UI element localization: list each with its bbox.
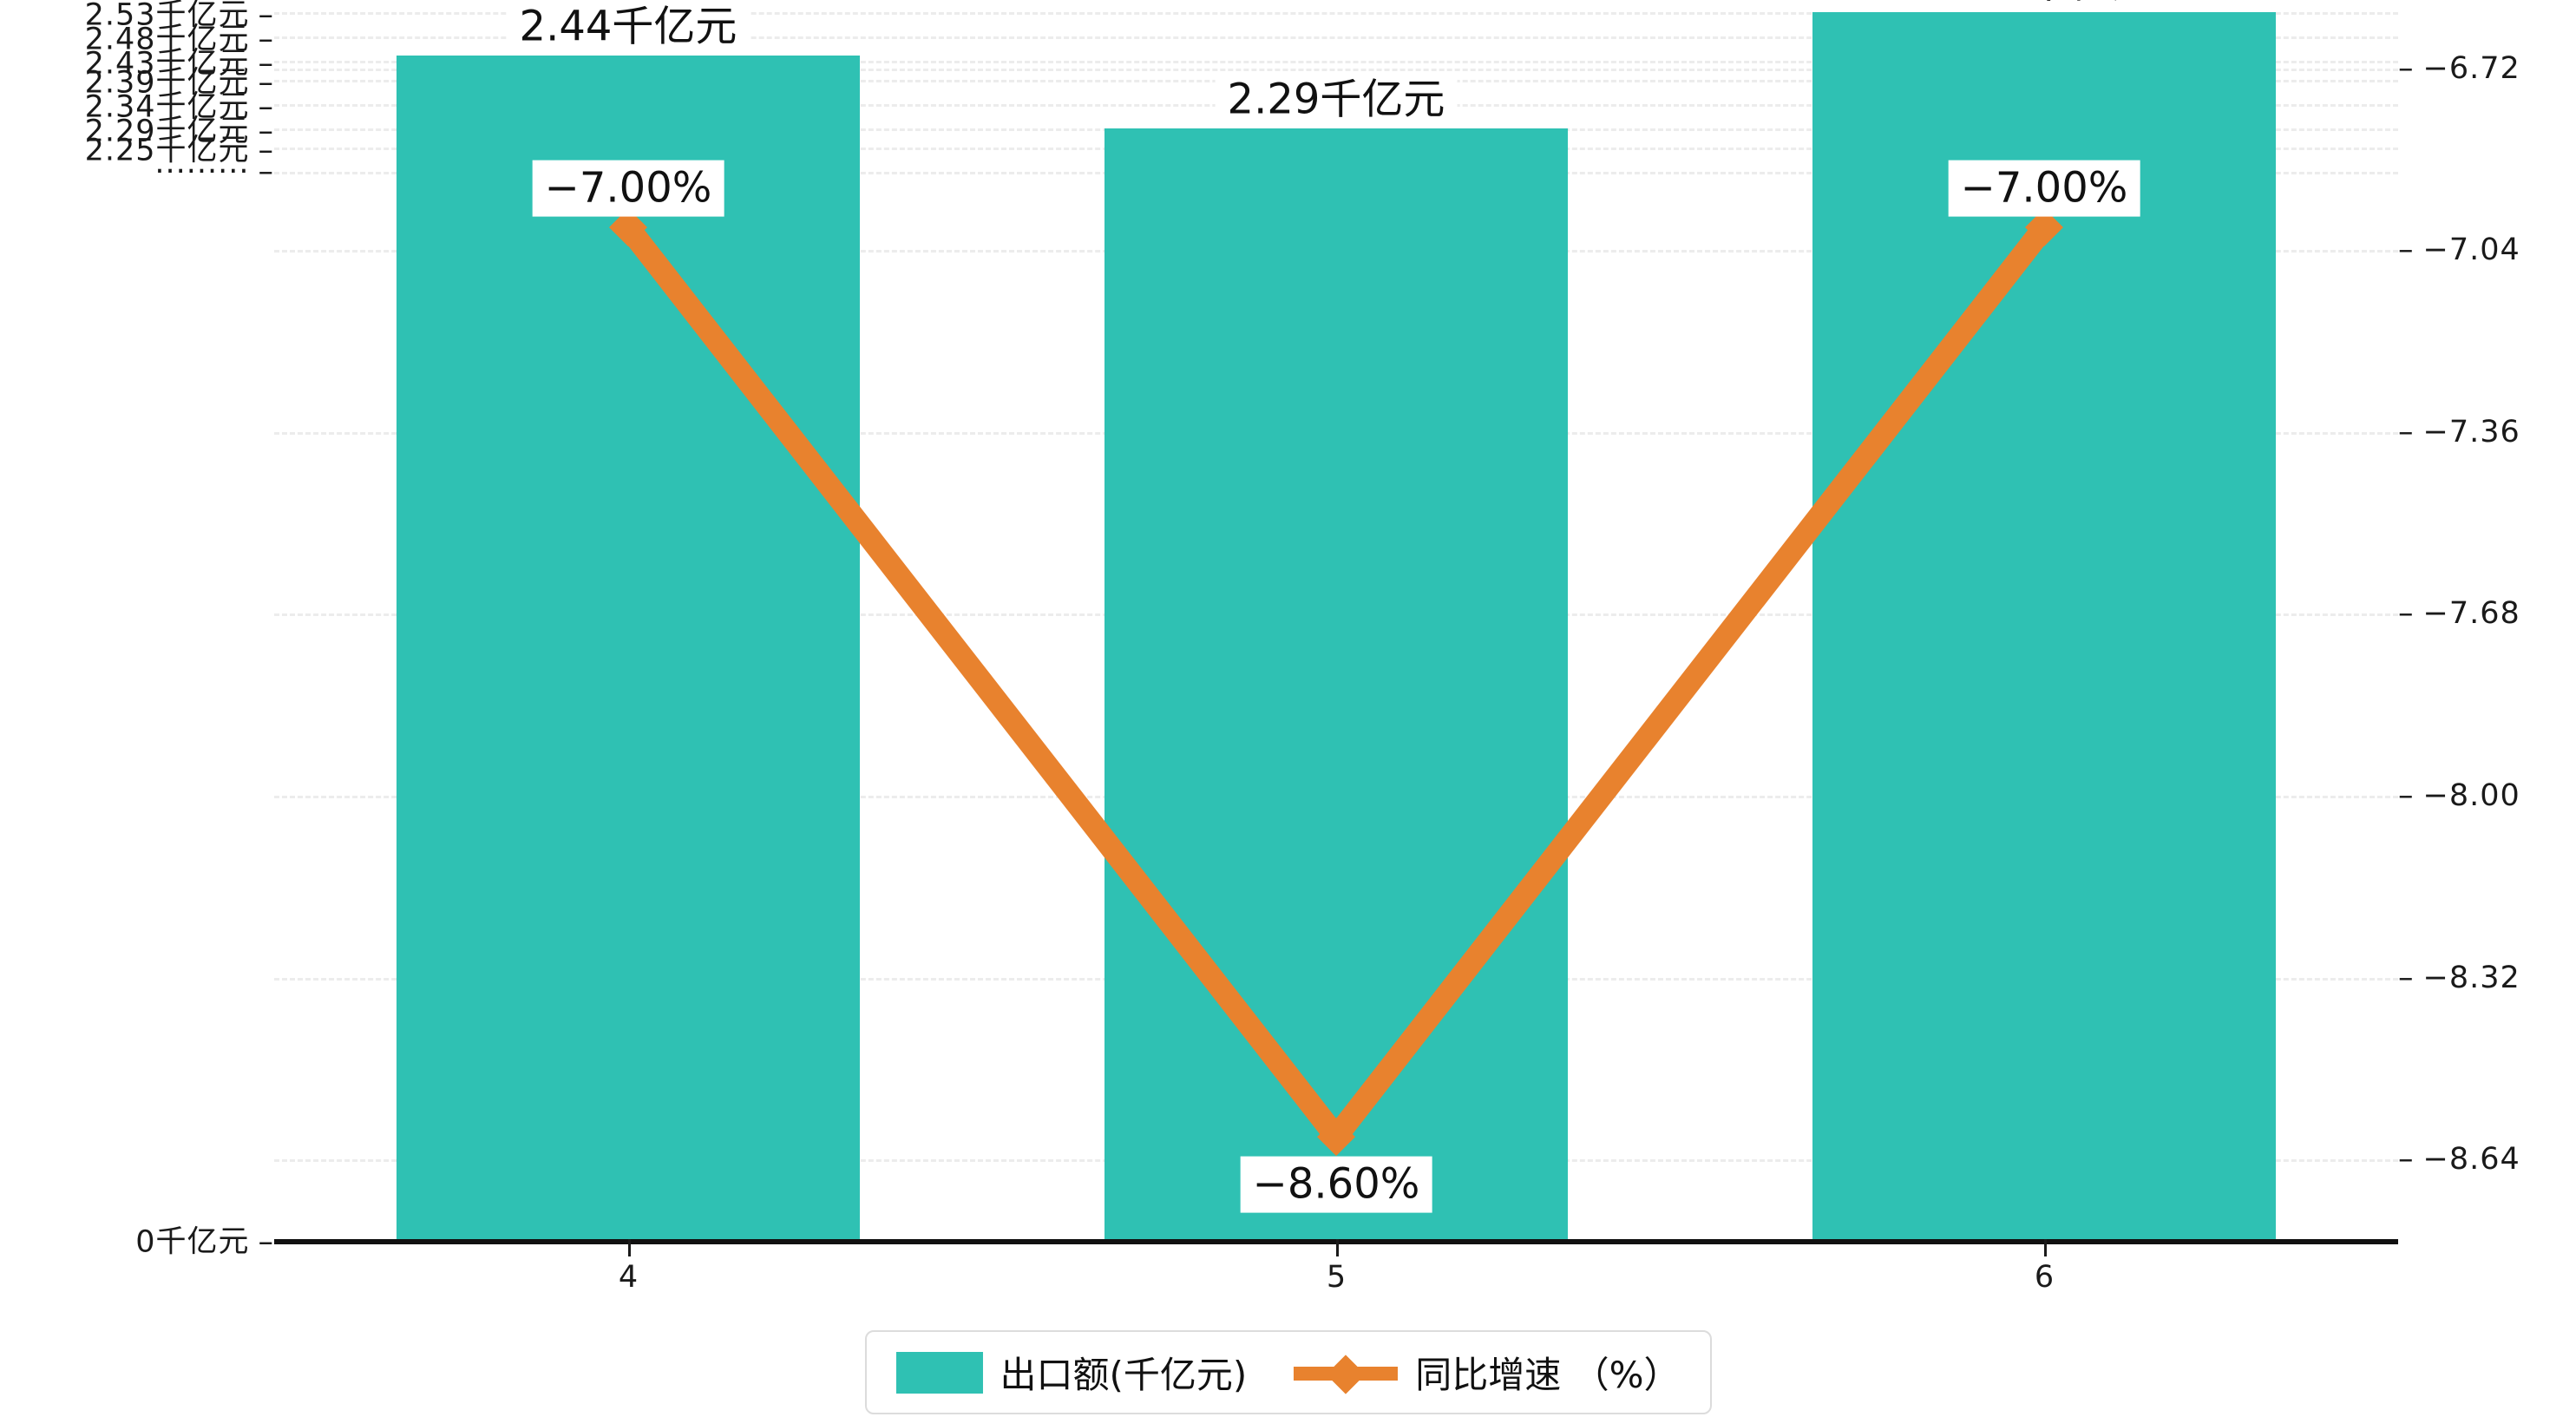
y-axis-right-tick-label: – −7.04	[2398, 233, 2520, 268]
y-axis-left-tick-label: 2.53千亿元 –	[84, 0, 274, 33]
bar	[396, 56, 861, 1239]
chart-legend[interactable]: 出口额(千亿元) 同比增速 （%）	[864, 1330, 1712, 1414]
y-axis-left-tick-label: 0千亿元 –	[135, 1224, 274, 1260]
x-axis-tick-mark	[1336, 1239, 1339, 1256]
bar-swatch-icon	[895, 1351, 983, 1394]
gridline	[274, 68, 2398, 71]
y-axis-right-tick-label: – −8.00	[2398, 778, 2520, 814]
legend-item-bar[interactable]: 出口额(千亿元)	[895, 1346, 1247, 1399]
y-axis-right-tick-label: – −7.68	[2398, 596, 2520, 632]
line-marker	[2025, 208, 2063, 247]
bar-data-label: 2.29千亿元	[1215, 71, 1458, 128]
bar	[1104, 128, 1569, 1239]
y-axis-right-tick-label: – −6.72	[2398, 50, 2520, 86]
y-axis-left-tick-label: 2.48千亿元 –	[84, 22, 274, 57]
line-data-label: −7.00%	[532, 160, 724, 217]
x-axis-tick-label: 6	[2034, 1260, 2055, 1295]
y-axis-right-tick-label: – −7.36	[2398, 414, 2520, 449]
y-axis-left-tick-label: 2.39千亿元 –	[84, 65, 274, 101]
y-axis-left-tick-label: 2.34千亿元 –	[84, 89, 274, 125]
y-axis-left-tick-label: 2.29千亿元 –	[84, 114, 274, 149]
y-axis-left-tick-label: ········· –	[154, 154, 274, 190]
legend-item-label: 同比增速 （%）	[1415, 1354, 1681, 1396]
line-series	[609, 208, 2063, 1157]
gridline	[274, 11, 2398, 15]
x-axis-tick-label: 5	[1326, 1260, 1347, 1295]
line-data-label: −7.00%	[1948, 160, 2140, 217]
line-marker	[609, 208, 647, 247]
gridline	[274, 60, 2398, 63]
line-swatch-icon	[1294, 1352, 1399, 1394]
bar-data-label: 2.44千亿元	[507, 0, 750, 56]
plot-area	[274, 0, 2398, 1239]
y-axis-right-tick-label: – −8.64	[2398, 1142, 2520, 1178]
y-axis-left-tick-label: 2.43千亿元 –	[84, 46, 274, 82]
gridline	[274, 36, 2398, 39]
x-axis-tick-mark	[2044, 1239, 2047, 1256]
x-axis-tick-label: 4	[618, 1260, 639, 1295]
y-axis-left-tick-label: 2.25千亿元 –	[84, 133, 274, 168]
bar-data-label: 2.53千亿元	[1923, 0, 2166, 12]
legend-item-line[interactable]: 同比增速 （%）	[1294, 1346, 1681, 1399]
y-axis-right-tick-label: – −8.32	[2398, 960, 2520, 995]
x-axis-tick-mark	[628, 1239, 631, 1256]
line-path	[619, 220, 2054, 1156]
legend-item-label: 出口额(千亿元)	[1000, 1354, 1248, 1396]
line-marker	[1317, 1118, 1355, 1157]
line-data-label: −8.60%	[1240, 1156, 1432, 1213]
